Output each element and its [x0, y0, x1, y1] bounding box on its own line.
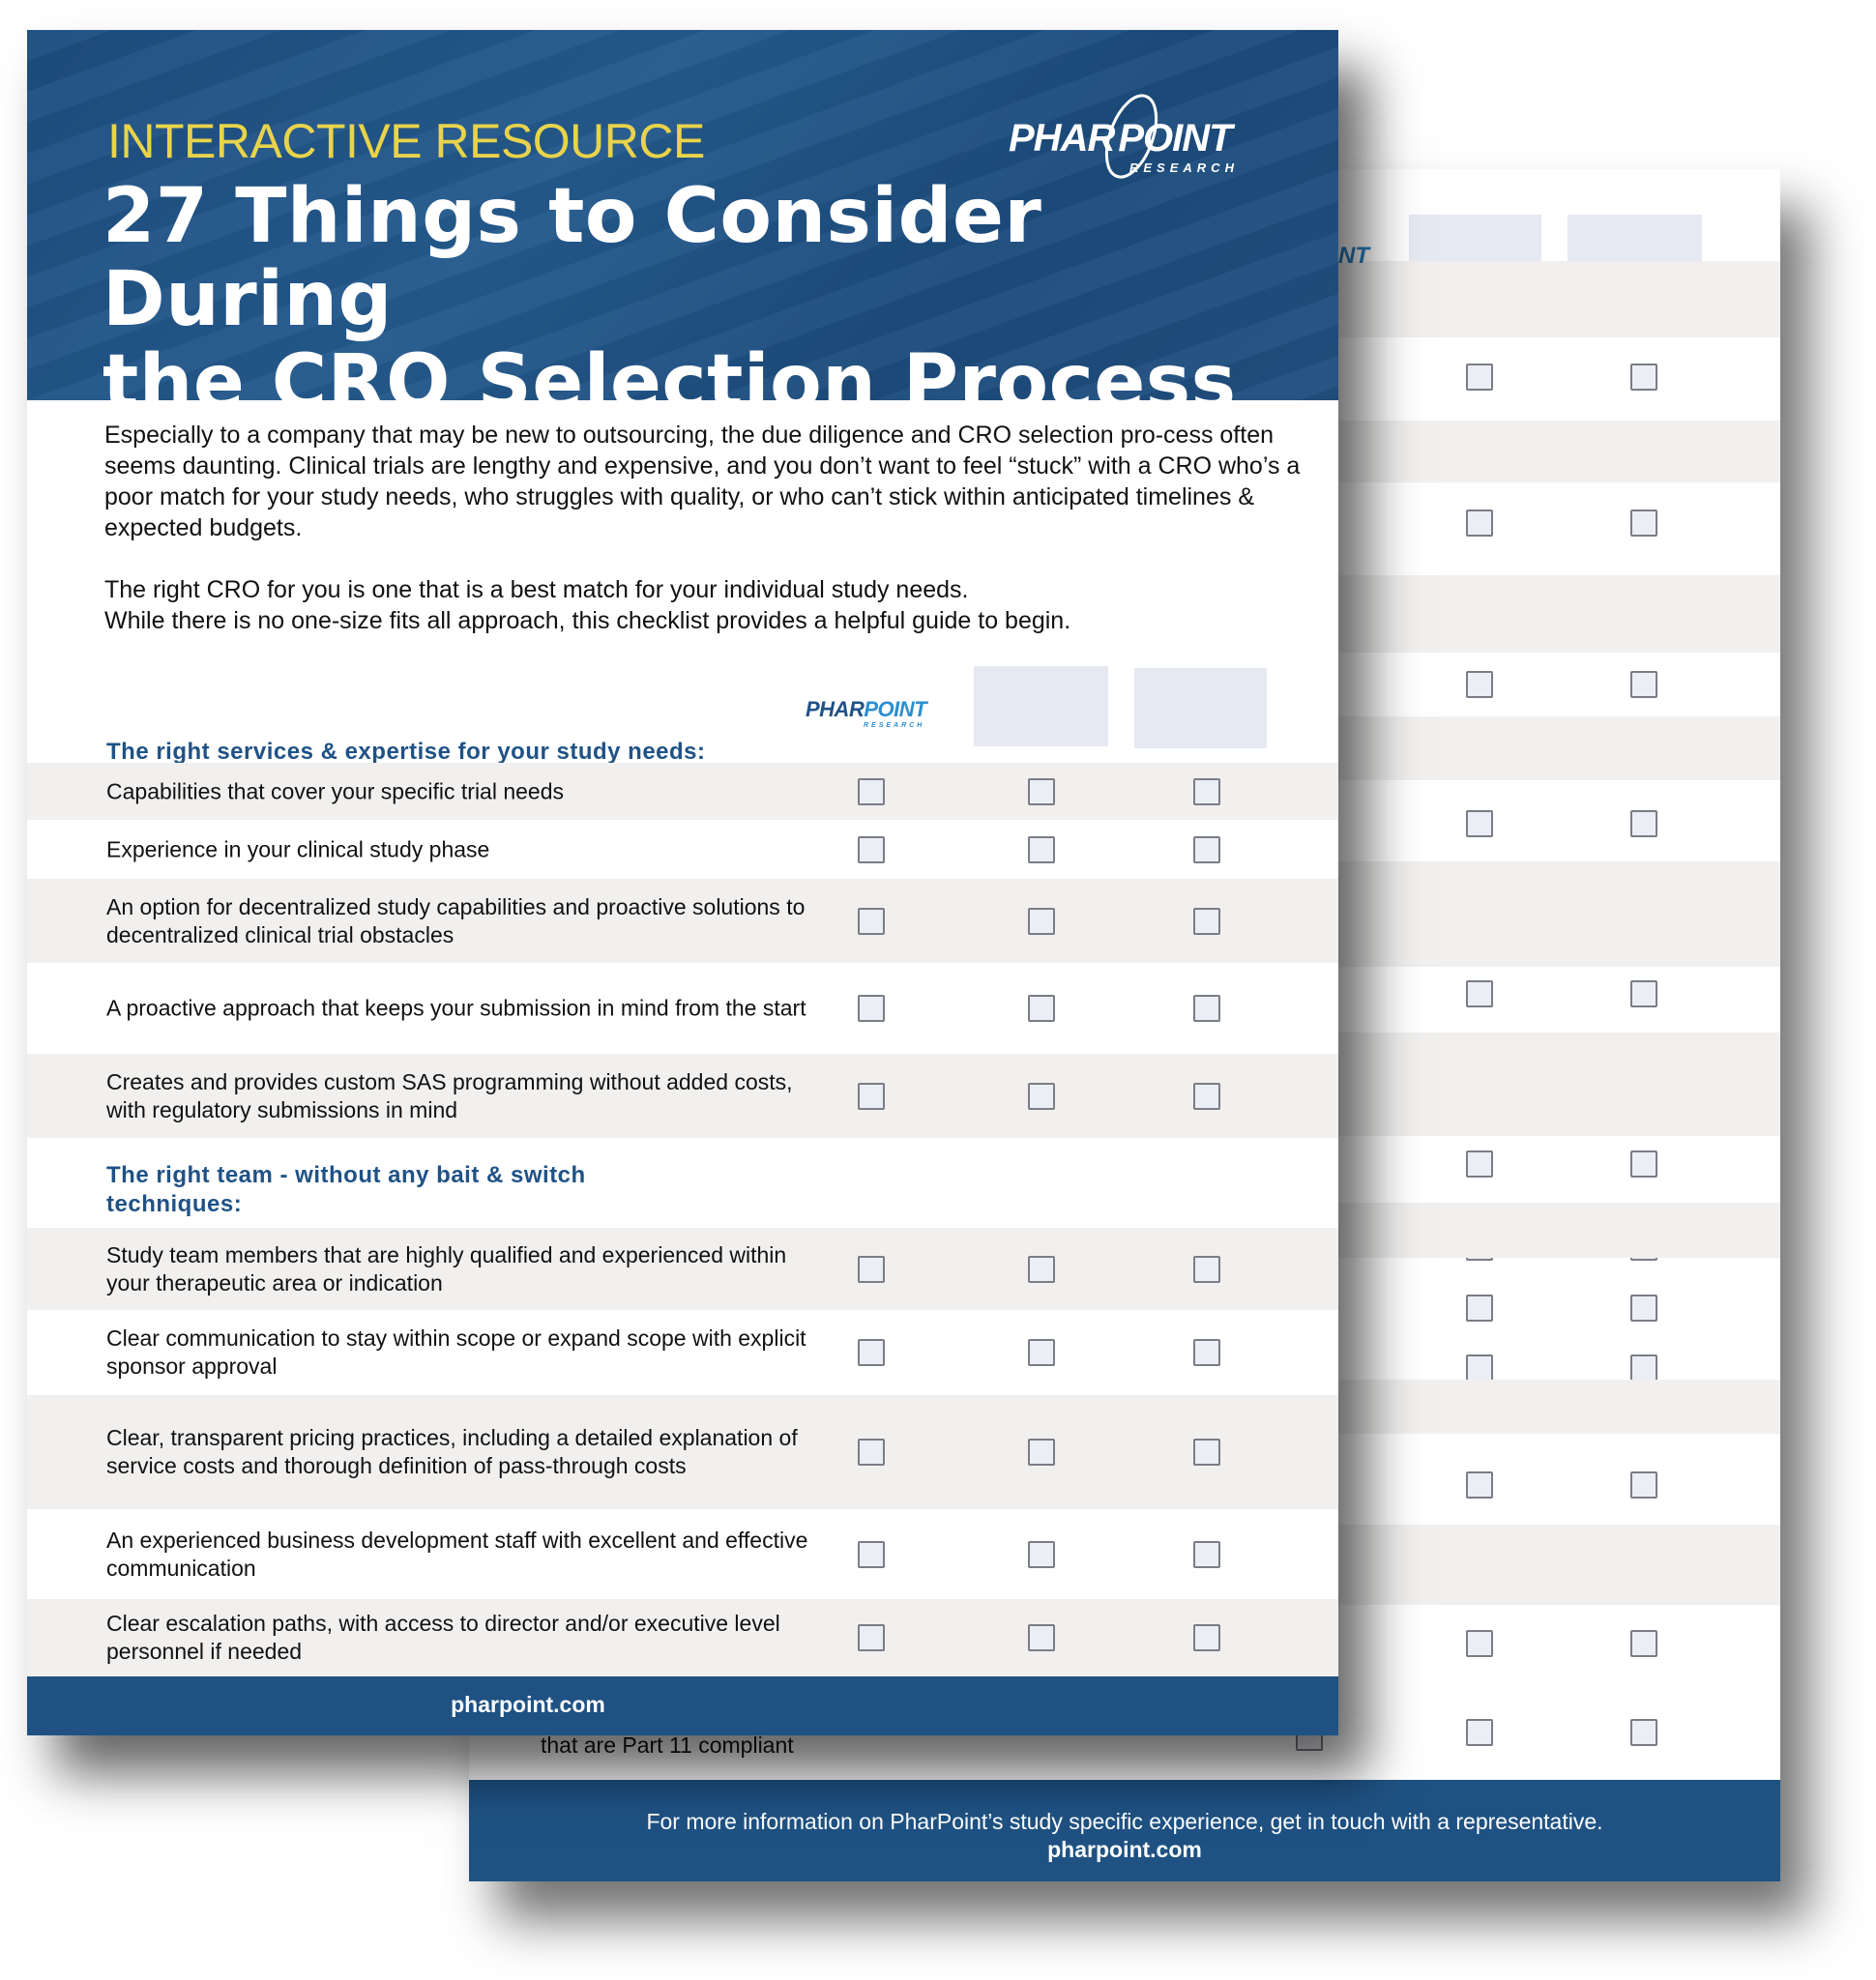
- checkbox-cro-1[interactable]: [858, 907, 885, 935]
- back-checkbox-cro-3[interactable]: [1630, 510, 1657, 537]
- checklist-item-text: Study team members that are highly quali…: [106, 1241, 787, 1296]
- checkbox-cro-3[interactable]: [1193, 835, 1220, 863]
- back-checkbox-cro-2[interactable]: [1466, 810, 1493, 837]
- footer-link[interactable]: pharpoint.com: [451, 1692, 605, 1717]
- checkbox-cro-1[interactable]: [858, 835, 885, 863]
- checkbox-cro-3[interactable]: [1193, 995, 1220, 1022]
- checkbox-cro-3[interactable]: [1193, 777, 1220, 805]
- section-title: The right team - without any bait & swit…: [106, 1162, 586, 1217]
- back-checkbox-cro-3[interactable]: [1630, 980, 1657, 1007]
- checkbox-cro-2[interactable]: [1028, 1339, 1055, 1366]
- title-line-2: the CRO Selection Process: [103, 339, 1237, 400]
- back-checkbox-cro-3[interactable]: [1630, 1471, 1657, 1499]
- checkbox-cro-2[interactable]: [1028, 1540, 1055, 1568]
- checkbox-cro-3[interactable]: [1193, 907, 1220, 935]
- front-page: INTERACTIVE RESOURCE 27 Things to Consid…: [27, 30, 1338, 1735]
- section-title: The right services & expertise for your …: [106, 739, 706, 765]
- back-checkbox-cro-2[interactable]: [1466, 1471, 1493, 1499]
- checklist-item-text: Clear communication to stay within scope…: [106, 1325, 806, 1379]
- back-checkbox-cro-3[interactable]: [1630, 364, 1657, 391]
- back-checkbox-cro-2[interactable]: [1466, 1719, 1493, 1746]
- back-checkbox-cro-3[interactable]: [1630, 810, 1657, 837]
- cro-column-header-3[interactable]: [1134, 668, 1267, 748]
- checkbox-cro-2[interactable]: [1028, 1439, 1055, 1466]
- intro-paragraph-1: Especially to a company that may be new …: [104, 422, 1301, 541]
- logo-swoosh-icon: [1104, 94, 1158, 179]
- checklist-item-text: Experience in your clinical study phase: [106, 836, 490, 861]
- intro-paragraph-2: The right CRO for you is one that is a b…: [104, 576, 1071, 634]
- checkbox-cro-1[interactable]: [858, 1540, 885, 1568]
- header-banner: INTERACTIVE RESOURCE 27 Things to Consid…: [27, 30, 1338, 400]
- back-checkbox-cro-3[interactable]: [1630, 1719, 1657, 1746]
- checklist-item-text: A proactive approach that keeps your sub…: [106, 995, 806, 1021]
- checklist-row: Clear communication to stay within scope…: [27, 1310, 1338, 1395]
- checkbox-cro-3[interactable]: [1193, 1540, 1220, 1568]
- checkbox-cro-3[interactable]: [1193, 1339, 1220, 1366]
- front-footer: pharpoint.com: [27, 1676, 1338, 1735]
- checklist-item-text: Creates and provides custom SAS programm…: [106, 1068, 793, 1122]
- back-checkbox-cro-2[interactable]: [1466, 510, 1493, 537]
- checkbox-cro-3[interactable]: [1193, 1439, 1220, 1466]
- back-footer-link[interactable]: pharpoint.com: [1047, 1837, 1202, 1862]
- back-checkbox-cro-3[interactable]: [1630, 671, 1657, 698]
- back-footer: For more information on PharPoint’s stud…: [469, 1780, 1780, 1881]
- checklist-row: Experience in your clinical study phase: [27, 820, 1338, 879]
- checkbox-cro-2[interactable]: [1028, 1255, 1055, 1283]
- pharpoint-column-logo: PHARPOINT RESEARCH: [806, 697, 927, 729]
- back-checkbox-cro-3[interactable]: [1630, 1354, 1657, 1382]
- checklist-row: Study team members that are highly quali…: [27, 1228, 1338, 1310]
- checkbox-cro-2[interactable]: [1028, 1624, 1055, 1651]
- back-checkbox-cro-2[interactable]: [1466, 1354, 1493, 1382]
- checkbox-cro-3[interactable]: [1193, 1082, 1220, 1110]
- back-checkbox-cro-2[interactable]: [1466, 1630, 1493, 1657]
- back-item-text: that are Part 11 compliant: [541, 1732, 794, 1758]
- checkbox-cro-1[interactable]: [858, 1082, 885, 1110]
- back-checkbox-cro-3[interactable]: [1630, 1630, 1657, 1657]
- checklist-row: A proactive approach that keeps your sub…: [27, 963, 1338, 1054]
- back-checkbox-cro-2[interactable]: [1466, 980, 1493, 1007]
- checkbox-cro-2[interactable]: [1028, 995, 1055, 1022]
- checklist-row: Capabilities that cover your specific tr…: [27, 763, 1338, 820]
- checkbox-cro-1[interactable]: [858, 1624, 885, 1651]
- back-footer-text: For more information on PharPoint’s stud…: [646, 1809, 1603, 1834]
- checkbox-cro-1[interactable]: [858, 777, 885, 805]
- page-title: 27 Things to Consider During the CRO Sele…: [103, 175, 1338, 400]
- checkbox-cro-3[interactable]: [1193, 1255, 1220, 1283]
- checkbox-cro-1[interactable]: [858, 1339, 885, 1366]
- checkbox-cro-1[interactable]: [858, 995, 885, 1022]
- back-checkbox-cro-3[interactable]: [1630, 1150, 1657, 1178]
- cro-column-header-2[interactable]: [974, 666, 1108, 746]
- checkbox-cro-2[interactable]: [1028, 777, 1055, 805]
- checklist-item-text: An experienced business development staf…: [106, 1527, 808, 1581]
- back-logo-fragment: NT: [1338, 243, 1369, 269]
- checklist-row: Clear escalation paths, with access to d…: [27, 1599, 1338, 1676]
- pharpoint-logo: PHAR POINT RESEARCH: [1009, 88, 1234, 179]
- checkbox-cro-2[interactable]: [1028, 1082, 1055, 1110]
- title-line-1: 27 Things to Consider During: [103, 173, 1042, 343]
- back-checkbox-cro-2[interactable]: [1466, 671, 1493, 698]
- checklist-item-text: Clear escalation paths, with access to d…: [106, 1611, 780, 1664]
- checklist-item-text: Capabilities that cover your specific tr…: [106, 778, 565, 803]
- back-checkbox-cro-2[interactable]: [1466, 1150, 1493, 1178]
- checklist-row: Clear, transparent pricing practices, in…: [27, 1395, 1338, 1509]
- back-checkbox-cro-2[interactable]: [1466, 364, 1493, 391]
- checkbox-cro-3[interactable]: [1193, 1624, 1220, 1651]
- checkbox-cro-2[interactable]: [1028, 907, 1055, 935]
- eyebrow-label: INTERACTIVE RESOURCE: [107, 114, 705, 168]
- checklist-row: Creates and provides custom SAS programm…: [27, 1054, 1338, 1138]
- checklist-row: An option for decentralized study capabi…: [27, 879, 1338, 963]
- checkbox-cro-2[interactable]: [1028, 835, 1055, 863]
- checkbox-cro-1[interactable]: [858, 1255, 885, 1283]
- checkbox-cro-1[interactable]: [858, 1439, 885, 1466]
- back-checkbox-cro-2[interactable]: [1466, 1295, 1493, 1322]
- back-checkbox-cro-3[interactable]: [1630, 1295, 1657, 1322]
- checklist-row: An experienced business development staf…: [27, 1509, 1338, 1599]
- checklist-item-text: Clear, transparent pricing practices, in…: [106, 1425, 798, 1478]
- checklist-item-text: An option for decentralized study capabi…: [106, 893, 806, 947]
